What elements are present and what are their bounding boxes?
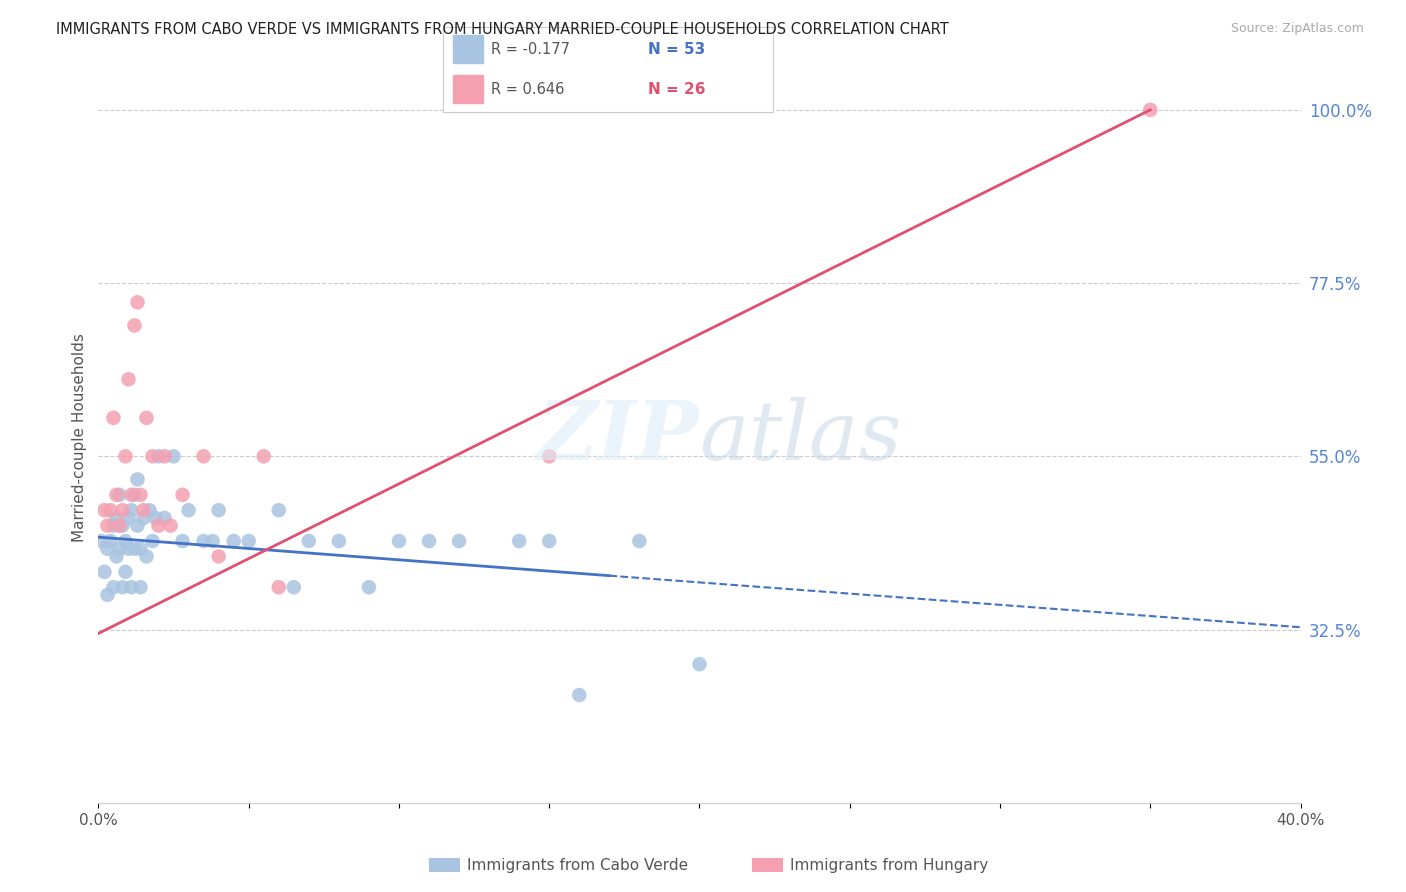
Point <box>208 549 231 564</box>
Point <box>117 372 139 386</box>
Point <box>177 503 200 517</box>
Text: N = 53: N = 53 <box>648 42 704 57</box>
Point <box>121 488 143 502</box>
Point <box>689 657 711 672</box>
Point <box>103 518 125 533</box>
Point <box>129 541 152 556</box>
Point <box>117 511 139 525</box>
Point <box>105 511 128 525</box>
Point <box>124 541 146 556</box>
Point <box>111 580 134 594</box>
Point <box>127 472 149 486</box>
Point <box>172 488 194 502</box>
Point <box>153 511 176 525</box>
Text: ZIP: ZIP <box>537 397 700 477</box>
Point <box>129 488 152 502</box>
Point <box>328 534 350 549</box>
Point <box>121 580 143 594</box>
Point <box>93 503 115 517</box>
Point <box>388 534 411 549</box>
Point <box>138 503 160 517</box>
Point <box>103 580 125 594</box>
Point <box>93 565 115 579</box>
Point <box>124 318 146 333</box>
Point <box>111 518 134 533</box>
Point <box>141 450 163 464</box>
Point <box>159 518 181 533</box>
Point <box>238 534 260 549</box>
Text: R = 0.646: R = 0.646 <box>491 81 564 96</box>
Point <box>148 450 170 464</box>
Point <box>108 518 131 533</box>
Point <box>298 534 321 549</box>
Text: Immigrants from Hungary: Immigrants from Hungary <box>790 858 988 872</box>
Point <box>132 511 155 525</box>
Point <box>114 565 136 579</box>
Y-axis label: Married-couple Households: Married-couple Households <box>72 333 87 541</box>
Point <box>628 534 651 549</box>
Text: IMMIGRANTS FROM CABO VERDE VS IMMIGRANTS FROM HUNGARY MARRIED-COUPLE HOUSEHOLDS : IMMIGRANTS FROM CABO VERDE VS IMMIGRANTS… <box>56 22 949 37</box>
Point <box>253 450 276 464</box>
Point <box>111 503 134 517</box>
Text: R = -0.177: R = -0.177 <box>491 42 569 57</box>
Point <box>114 534 136 549</box>
Point <box>127 518 149 533</box>
Point <box>193 450 215 464</box>
Point <box>1139 103 1161 117</box>
Point <box>447 534 470 549</box>
Point <box>193 534 215 549</box>
Point <box>121 503 143 517</box>
Point <box>124 488 146 502</box>
Point <box>132 503 155 517</box>
Point <box>96 588 118 602</box>
Point <box>162 450 184 464</box>
Point <box>201 534 224 549</box>
Point <box>222 534 245 549</box>
Point <box>114 450 136 464</box>
Point <box>135 410 157 425</box>
Bar <box>453 75 482 103</box>
Text: N = 26: N = 26 <box>648 81 706 96</box>
Point <box>568 688 591 702</box>
Point <box>135 549 157 564</box>
Point <box>148 518 170 533</box>
Text: Immigrants from Cabo Verde: Immigrants from Cabo Verde <box>467 858 688 872</box>
Point <box>267 580 290 594</box>
Point <box>108 541 131 556</box>
Point <box>96 541 118 556</box>
Bar <box>453 36 482 63</box>
Point <box>100 534 122 549</box>
Point <box>129 580 152 594</box>
Point <box>103 410 125 425</box>
Point <box>127 295 149 310</box>
Point <box>108 488 131 502</box>
Point <box>145 511 167 525</box>
Point <box>418 534 440 549</box>
Point <box>105 549 128 564</box>
Text: Source: ZipAtlas.com: Source: ZipAtlas.com <box>1230 22 1364 36</box>
Point <box>105 488 128 502</box>
Point <box>267 503 290 517</box>
Point <box>117 541 139 556</box>
Point <box>141 534 163 549</box>
Text: atlas: atlas <box>700 397 901 477</box>
Point <box>538 450 561 464</box>
Point <box>508 534 530 549</box>
Point <box>172 534 194 549</box>
Point <box>357 580 380 594</box>
Point <box>153 450 176 464</box>
Point <box>283 580 305 594</box>
Point <box>96 518 118 533</box>
Point <box>208 503 231 517</box>
Point <box>90 534 112 549</box>
Point <box>100 503 122 517</box>
Point <box>538 534 561 549</box>
